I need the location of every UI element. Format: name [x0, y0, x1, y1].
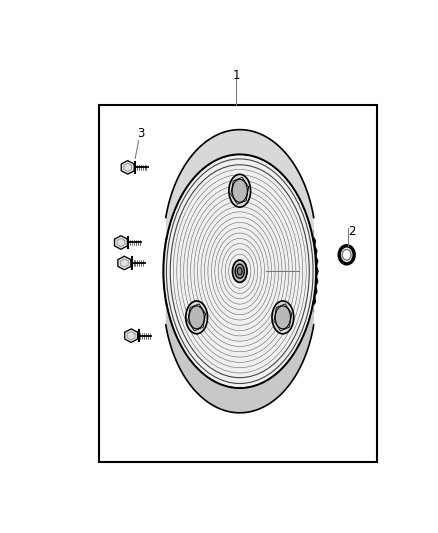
Ellipse shape: [275, 306, 290, 329]
Circle shape: [342, 249, 351, 260]
Ellipse shape: [232, 179, 247, 202]
Polygon shape: [125, 329, 138, 342]
Ellipse shape: [163, 154, 316, 388]
Text: 2: 2: [348, 225, 356, 238]
Ellipse shape: [272, 301, 294, 334]
Polygon shape: [166, 300, 314, 413]
Text: 1: 1: [233, 69, 240, 83]
Ellipse shape: [233, 260, 247, 282]
Ellipse shape: [237, 268, 242, 275]
Polygon shape: [121, 160, 134, 174]
Circle shape: [339, 246, 354, 264]
Ellipse shape: [235, 264, 244, 278]
Ellipse shape: [186, 301, 208, 334]
Text: 3: 3: [138, 127, 145, 140]
Polygon shape: [235, 151, 318, 391]
Ellipse shape: [229, 174, 251, 207]
Polygon shape: [118, 256, 131, 270]
Ellipse shape: [189, 306, 204, 329]
Polygon shape: [114, 236, 127, 249]
Bar: [99, 105, 377, 462]
Polygon shape: [166, 130, 314, 242]
